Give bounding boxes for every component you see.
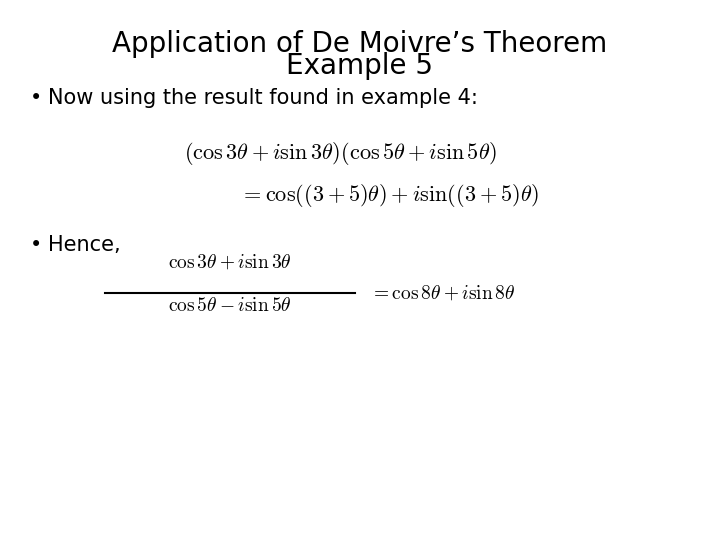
Text: $= \cos 8\theta + i\sin 8\theta$: $= \cos 8\theta + i\sin 8\theta$: [370, 284, 516, 302]
Text: •: •: [30, 88, 42, 108]
Text: Now using the result found in example 4:: Now using the result found in example 4:: [48, 88, 478, 108]
Text: Example 5: Example 5: [287, 52, 433, 80]
Text: $\cos 3\theta + i\sin 3\theta$: $\cos 3\theta + i\sin 3\theta$: [168, 253, 292, 272]
Text: •: •: [30, 235, 42, 255]
Text: Application of De Moivre’s Theorem: Application of De Moivre’s Theorem: [112, 30, 608, 58]
Text: $= \cos((3+5)\theta) + i\sin((3+5)\theta)$: $= \cos((3+5)\theta) + i\sin((3+5)\theta…: [240, 182, 539, 209]
Text: $\cos 5\theta - i\sin 5\theta$: $\cos 5\theta - i\sin 5\theta$: [168, 296, 292, 315]
Text: $(\cos 3\theta + i\sin 3\theta)(\cos 5\theta + i\sin 5\theta)$: $(\cos 3\theta + i\sin 3\theta)(\cos 5\t…: [184, 140, 497, 167]
Text: Hence,: Hence,: [48, 235, 121, 255]
